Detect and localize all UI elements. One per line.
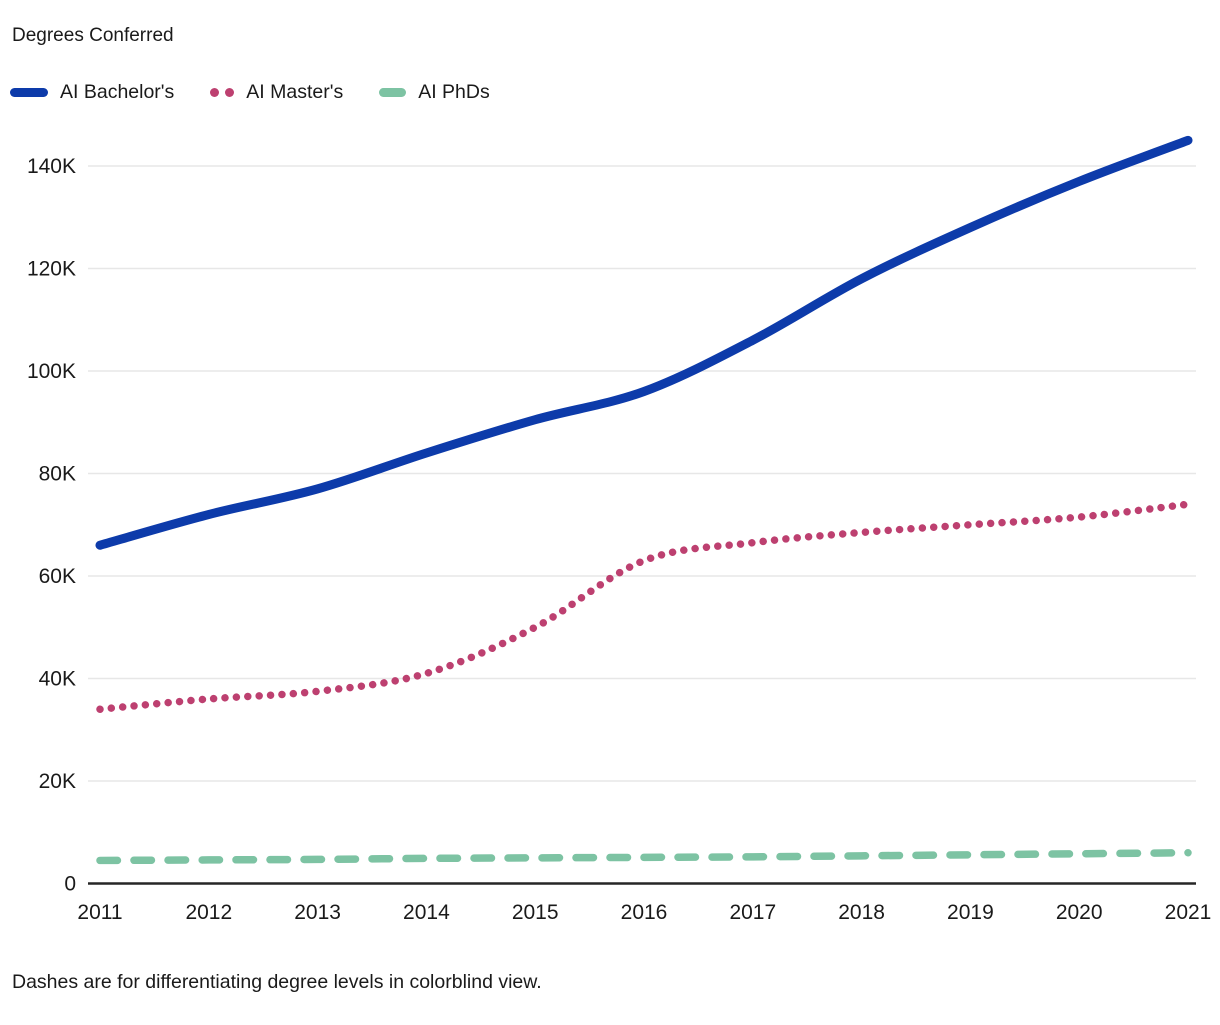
legend-item-ai-bachelor-s[interactable]: AI Bachelor's bbox=[10, 81, 174, 104]
chart-title: Degrees Conferred bbox=[12, 25, 174, 46]
y-axis-label: 20K bbox=[39, 770, 76, 793]
x-axis-label: 2020 bbox=[1056, 901, 1103, 924]
x-axis-label: 2019 bbox=[947, 901, 994, 924]
legend-label: AI Bachelor's bbox=[60, 81, 175, 103]
dotted-line-swatch-icon bbox=[210, 88, 235, 97]
y-axis-label: 120K bbox=[27, 258, 76, 281]
colorblind-footnote: Dashes are for differentiating degree le… bbox=[12, 971, 542, 993]
series-line-ai-phds bbox=[96, 849, 1192, 865]
x-axis-label: 2018 bbox=[838, 901, 885, 924]
x-axis-label: 2014 bbox=[403, 901, 450, 924]
series-line-ai-bachelor-s bbox=[95, 135, 1193, 550]
y-axis-label: 40K bbox=[39, 668, 76, 691]
y-axis-label: 0 bbox=[64, 873, 76, 896]
y-axis-label: 80K bbox=[39, 463, 76, 486]
x-axis-label: 2011 bbox=[77, 901, 122, 924]
legend-item-ai-phds[interactable]: AI PhDs bbox=[379, 81, 490, 104]
x-axis-label: 2016 bbox=[621, 901, 668, 924]
y-axis-label: 60K bbox=[39, 565, 76, 588]
x-axis-label: 2013 bbox=[294, 901, 341, 924]
legend-label: AI PhDs bbox=[418, 81, 490, 103]
solid-line-swatch-icon bbox=[10, 88, 48, 97]
legend-item-ai-master-s[interactable]: AI Master's bbox=[210, 81, 343, 104]
legend-label: AI Master's bbox=[246, 81, 344, 103]
x-axis-label: 2017 bbox=[729, 901, 776, 924]
series-line-ai-master-s bbox=[96, 500, 1192, 713]
y-axis-label: 140K bbox=[27, 155, 76, 178]
x-axis-label: 2021 bbox=[1165, 901, 1212, 924]
x-axis-label: 2012 bbox=[185, 901, 232, 924]
dashed-line-swatch-icon bbox=[379, 88, 407, 97]
x-axis-label: 2015 bbox=[512, 901, 559, 924]
legend: AI Bachelor's AI Master's AI PhDs bbox=[10, 81, 490, 104]
y-axis-label: 100K bbox=[27, 360, 76, 383]
